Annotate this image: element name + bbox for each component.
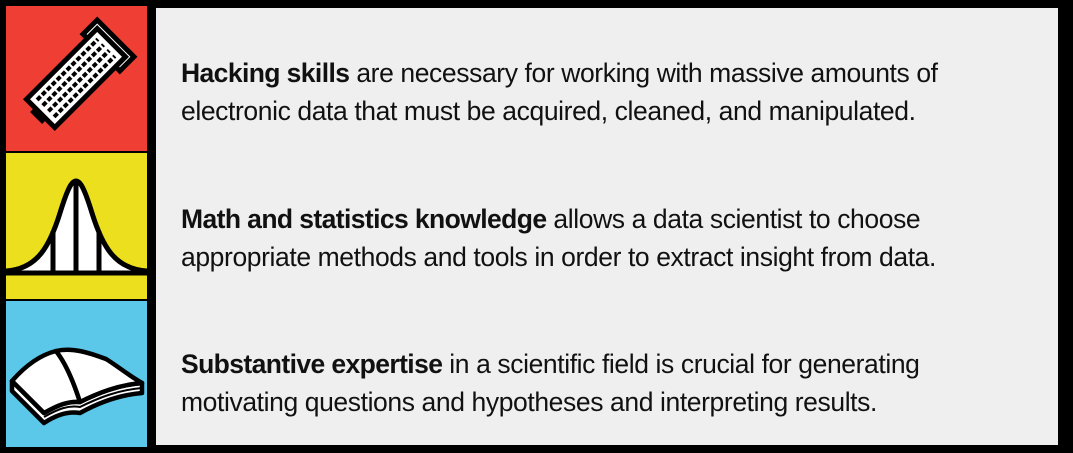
substantive-expertise-text-2: motivating questions and hypotheses and …: [181, 387, 877, 417]
math-band: [6, 153, 147, 299]
hacking-band: [6, 6, 147, 151]
math-statistics-text-1: allows a data scientist to choose: [546, 204, 921, 234]
icon-column: [6, 6, 147, 447]
hacking-skills-item: Hacking skills are necessary for working…: [181, 54, 1041, 130]
math-statistics-title: Math and statistics knowledge: [181, 204, 547, 234]
substantive-expertise-line-1: Substantive expertise in a scientific fi…: [181, 345, 1041, 383]
math-statistics-text-2: appropriate methods and tools in order t…: [181, 242, 936, 272]
substantive-expertise-item: Substantive expertise in a scientific fi…: [181, 345, 1041, 421]
keyboard-hammer-icon: [22, 16, 138, 132]
substantive-expertise-title: Substantive expertise: [181, 349, 443, 379]
hacking-skills-title: Hacking skills: [181, 58, 350, 88]
expertise-band: [6, 301, 147, 447]
hacking-skills-line-1: Hacking skills are necessary for working…: [181, 54, 1041, 92]
hacking-skills-text-2: electronic data that must be acquired, c…: [181, 96, 916, 126]
math-statistics-line-1: Math and statistics knowledge allows a d…: [181, 200, 1041, 238]
math-statistics-item: Math and statistics knowledge allows a d…: [181, 200, 1041, 276]
open-book-icon: [9, 347, 145, 426]
text-panel: Hacking skills are necessary for working…: [156, 8, 1058, 445]
substantive-expertise-text-1: in a scientific field is crucial for gen…: [442, 349, 920, 379]
bell-curve-icon: [6, 178, 147, 276]
hacking-skills-text-1: are necessary for working with massive a…: [349, 58, 938, 88]
